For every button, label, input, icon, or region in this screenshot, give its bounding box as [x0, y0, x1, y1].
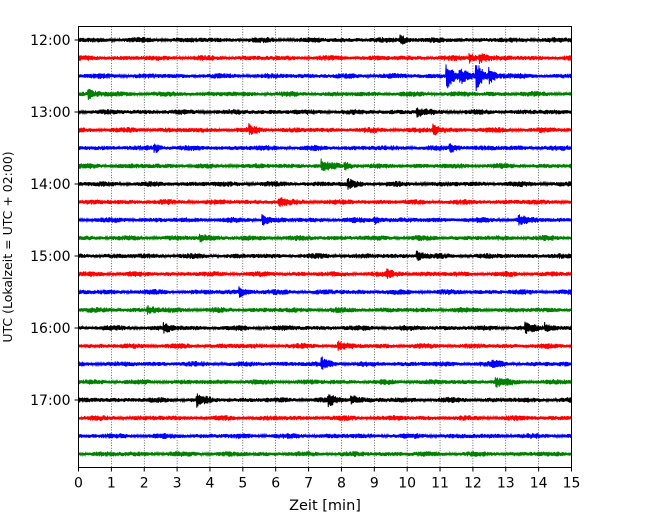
x-tick-label: 11 [431, 476, 449, 492]
x-tick-label: 5 [238, 476, 247, 492]
trace-1715 [78, 414, 572, 422]
trace-1530 [78, 286, 572, 298]
trace-1300 [78, 107, 572, 118]
x-tick-label: 8 [337, 476, 346, 492]
x-tick-label: 15 [563, 476, 581, 492]
trace-1230 [78, 64, 572, 92]
trace-1700 [78, 393, 572, 408]
trace-1330 [78, 143, 572, 154]
trace-1500 [78, 250, 572, 261]
x-tick-label: 0 [74, 476, 83, 492]
y-tick-label: 13:00 [30, 105, 70, 121]
trace-1615 [78, 340, 572, 351]
y-tick-label: 16:00 [30, 321, 70, 337]
trace-1415 [78, 197, 572, 208]
x-tick-label: 10 [398, 476, 416, 492]
trace-1730 [78, 432, 572, 440]
y-axis-label: UTC (Lokalzeit = UTC + 02:00) [0, 151, 15, 342]
trace-1215 [78, 52, 572, 64]
trace-1245 [78, 88, 572, 100]
x-tick-label: 3 [173, 476, 182, 492]
trace-1515 [78, 268, 572, 279]
trace-1745 [78, 450, 572, 458]
y-tick-label: 17:00 [30, 393, 70, 409]
x-tick-label: 14 [530, 476, 548, 492]
trace-1630 [78, 356, 572, 370]
trace-1200 [78, 34, 572, 45]
y-axis-ticks: 12:00 13:00 14:00 15:00 16:00 17:00 [30, 33, 79, 409]
x-tick-label: 13 [497, 476, 515, 492]
x-axis-label: Zeit [min] [289, 498, 361, 514]
y-tick-label: 14:00 [30, 177, 70, 193]
trace-1445 [78, 233, 572, 243]
trace-1400 [78, 178, 572, 190]
x-tick-label: 1 [107, 476, 116, 492]
trace-1645 [78, 377, 572, 388]
x-tick-label: 12 [464, 476, 482, 492]
trace-1345 [78, 158, 572, 172]
x-tick-label: 9 [370, 476, 379, 492]
trace-1600 [78, 321, 572, 334]
y-tick-label: 15:00 [30, 249, 70, 265]
trace-1545 [78, 305, 572, 315]
x-axis-ticks: 0 1 2 3 4 5 6 7 8 9 10 11 12 13 14 15 [74, 467, 581, 492]
trace-1315 [78, 123, 572, 136]
trace-1430 [78, 214, 572, 226]
trace-group [78, 34, 572, 458]
y-tick-label: 12:00 [30, 33, 70, 49]
x-tick-label: 2 [140, 476, 149, 492]
x-tick-label: 4 [206, 476, 215, 492]
x-tick-label: 6 [271, 476, 280, 492]
plot-frame [78, 26, 572, 468]
x-tick-label: 7 [304, 476, 313, 492]
